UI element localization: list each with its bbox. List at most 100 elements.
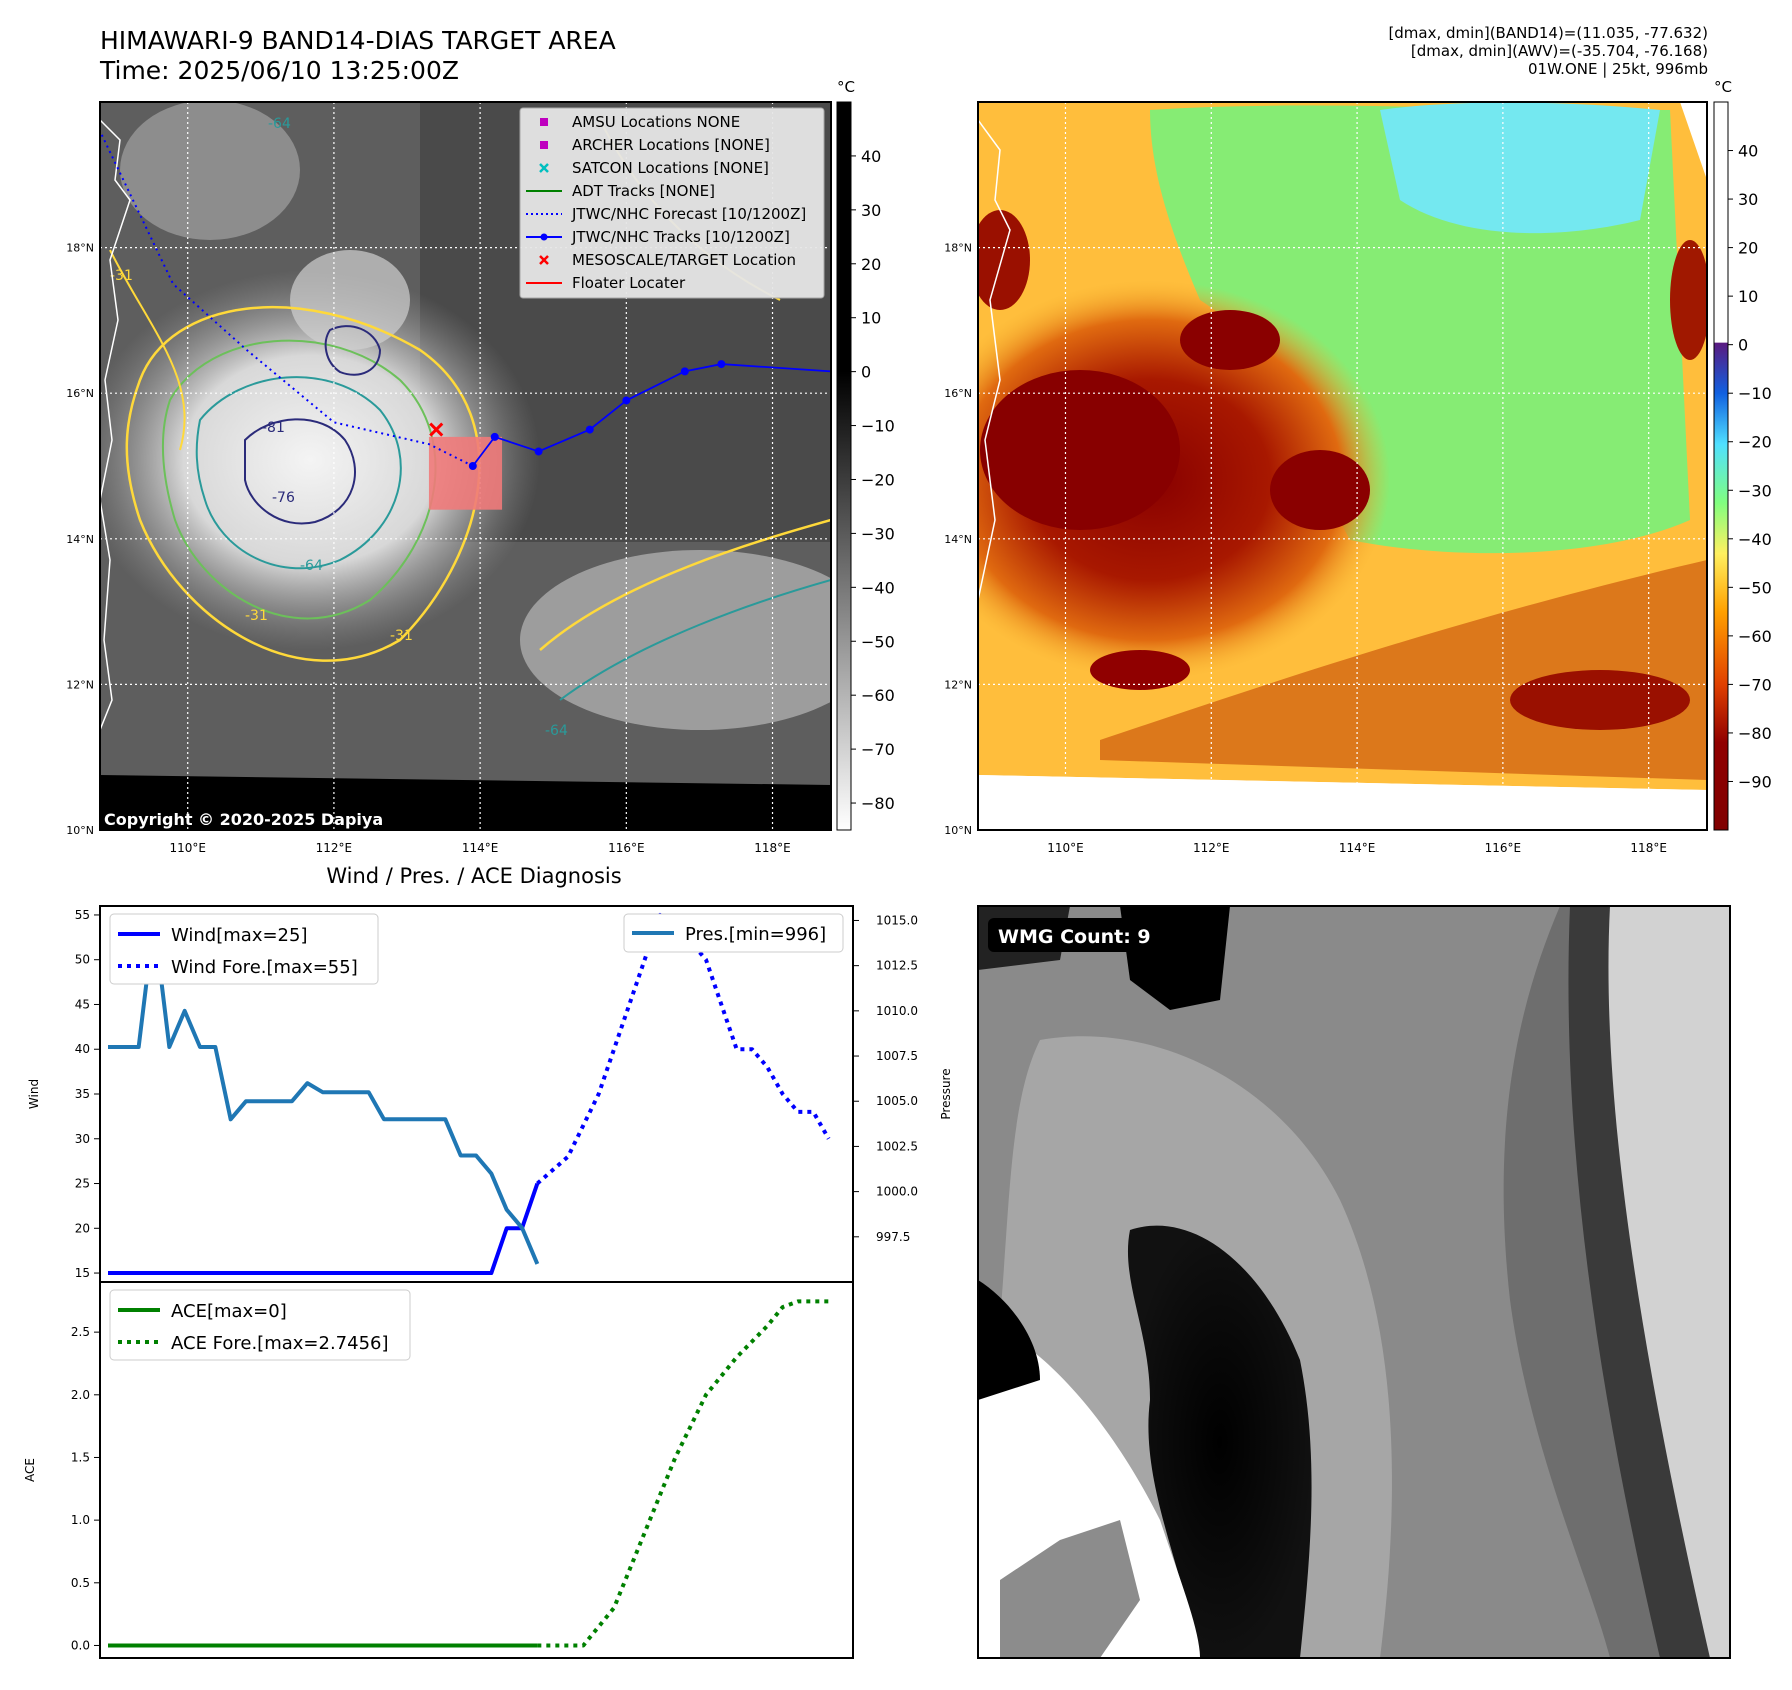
y-tick-label: 1005.0 — [876, 1094, 918, 1108]
stats-storm: 01W.ONE | 25kt, 996mb — [1527, 60, 1708, 78]
lat-label: 12°N — [944, 678, 972, 691]
lat-label: 16°N — [944, 387, 972, 400]
ir-cloud-north — [290, 250, 410, 350]
y-tick-label: 20 — [75, 1221, 90, 1235]
colorbar-tick-label: −10 — [1738, 384, 1772, 403]
colorbar-tick-label: −60 — [861, 686, 895, 705]
series-line — [108, 918, 540, 1265]
wmg-count-label: WMG Count: 9 — [998, 926, 1151, 948]
lat-label: 10°N — [66, 824, 94, 837]
awv-lat-labels: 18°N 16°N 14°N 12°N 10°N — [944, 242, 972, 837]
ir-legend-box — [519, 107, 825, 299]
contour-label: -31 — [245, 608, 268, 624]
lat-label: 18°N — [66, 242, 94, 255]
colorbar-tick-label: −20 — [1738, 433, 1772, 452]
y-tick-label: 40 — [75, 1042, 90, 1056]
colorbar-tick-label: −70 — [1738, 675, 1772, 694]
y-tick-label: 35 — [75, 1087, 90, 1101]
y-tick-label: 1012.5 — [876, 959, 918, 973]
ir-cloud-northwest — [120, 102, 300, 240]
ir-nodata-band — [100, 775, 831, 830]
ir-gridlines — [100, 102, 831, 830]
series-line — [537, 1299, 829, 1648]
target-x — [429, 422, 444, 437]
colorbar-tick-label: 10 — [861, 309, 881, 328]
legend-wind-label: Wind[max=25] — [171, 925, 308, 946]
series-line — [536, 912, 831, 1186]
awv-core-north — [1180, 310, 1280, 370]
wmg-black-core — [1127, 1225, 1312, 1658]
legend-wind-fore-label: Wind Fore.[max=55] — [171, 957, 358, 978]
ir-coastline — [100, 119, 131, 731]
lat-label: 16°N — [66, 387, 94, 400]
pressure-legend-box — [623, 913, 844, 953]
contour-label: -31 — [110, 268, 133, 284]
wind-legend: Wind[max=25] Wind Fore.[max=55] — [109, 913, 379, 985]
awv-cell-sw — [1090, 650, 1190, 690]
wmg-frame — [977, 905, 1731, 1659]
diagnosis-series — [108, 912, 831, 1648]
colorbar-tick-label: −90 — [1738, 772, 1772, 791]
contour-minus48 — [162, 339, 437, 620]
lat-label: 12°N — [66, 678, 94, 691]
colorbar-tick-label: −50 — [861, 632, 895, 651]
legend-label: JTWC/NHC Tracks [10/1200Z] — [571, 228, 790, 246]
lon-label: 116°E — [608, 841, 645, 855]
ace-ticks: 2.5 2.0 1.5 1.0 0.5 0.0 — [71, 1325, 100, 1652]
awv-cell-east — [1670, 240, 1707, 360]
legend-marker — [539, 255, 549, 265]
legend-label: Floater Locater — [572, 274, 686, 292]
wmg-dry-edge — [1600, 906, 1730, 1658]
legend-ace-label: ACE[max=0] — [171, 1301, 287, 1322]
series-line — [108, 1182, 540, 1276]
track-point — [534, 447, 543, 456]
colorbar-tick-label: −70 — [861, 740, 895, 759]
lon-label: 118°E — [754, 841, 791, 855]
colorbar-tick-label: −40 — [861, 578, 895, 597]
track-point — [490, 432, 499, 441]
legend-label: ARCHER Locations [NONE] — [572, 136, 770, 154]
awv-colorbar-ticks: 40 30 20 10 0 −10 −20 −30 −40 −50 −60 −70 −80 −90 — [1728, 142, 1772, 791]
wind-legend-box — [109, 913, 379, 985]
legend-label: SATCON Locations [NONE] — [572, 159, 769, 177]
y-tick-label: 1000.0 — [876, 1185, 918, 1199]
chart-title: HIMAWARI-9 BAND14-DIAS TARGET AREA — [100, 26, 616, 55]
ir-storm-cloud — [100, 270, 540, 650]
pressure-ticks: 1015.0 1012.5 1010.0 1007.5 1005.0 1002.5 1000… — [853, 913, 918, 1244]
legend-marker — [540, 118, 548, 126]
lon-label: 118°E — [1630, 841, 1667, 855]
colorbar-tick-label: −40 — [1738, 530, 1772, 549]
colorbar-tick-label: −80 — [1738, 724, 1772, 743]
ir-cloud-southeast — [520, 550, 831, 730]
colorbar-tick-label: 20 — [861, 255, 881, 274]
awv-lon-labels: 110°E 112°E 114°E 116°E 118°E — [1047, 841, 1667, 855]
wmg-gray-patch — [1000, 1520, 1140, 1658]
contour-minus64 — [195, 376, 402, 570]
colorbar-tick-label: −30 — [1738, 481, 1772, 500]
diagnosis-title: Wind / Pres. / ACE Diagnosis — [326, 864, 621, 888]
legend-label: ADT Tracks [NONE] — [572, 182, 715, 200]
ir-lat-labels: 18°N 16°N 14°N 12°N 10°N — [66, 242, 94, 837]
stats-awv: [dmax, dmin](AWV)=(-35.704, -76.168) — [1410, 42, 1708, 60]
stats-block: [dmax, dmin](BAND14)=(11.035, -77.632) [… — [1388, 24, 1708, 78]
colorbar-tick-label: −10 — [861, 417, 895, 436]
legend-marker — [539, 163, 549, 173]
awv-nodata — [978, 775, 1707, 830]
wind-ylabel: Wind — [27, 1079, 41, 1109]
ir-colorbar-ticks: 40 30 20 10 0 −10 −20 −30 −40 −50 −60 −70 −80 — [851, 147, 895, 813]
y-tick-label: 25 — [75, 1177, 90, 1191]
contour-label: -31 — [390, 628, 413, 644]
legend-marker — [540, 141, 548, 149]
colorbar-tick-label: −60 — [1738, 627, 1772, 646]
colorbar-tick-label: 0 — [1738, 336, 1748, 355]
ir-lon-labels: 110°E 112°E 114°E 116°E 118°E — [169, 841, 790, 855]
y-tick-label: 50 — [75, 953, 90, 967]
colorbar-tick-label: 40 — [861, 147, 881, 166]
y-tick-label: 1002.5 — [876, 1139, 918, 1153]
colorbar-tick-label: 30 — [861, 201, 881, 220]
contour-north-core — [324, 325, 382, 376]
legend-pres-label: Pres.[min=996] — [685, 924, 826, 945]
lat-label: 14°N — [66, 533, 94, 546]
y-tick-label: 2.5 — [71, 1325, 90, 1339]
y-tick-label: 2.0 — [71, 1388, 90, 1402]
